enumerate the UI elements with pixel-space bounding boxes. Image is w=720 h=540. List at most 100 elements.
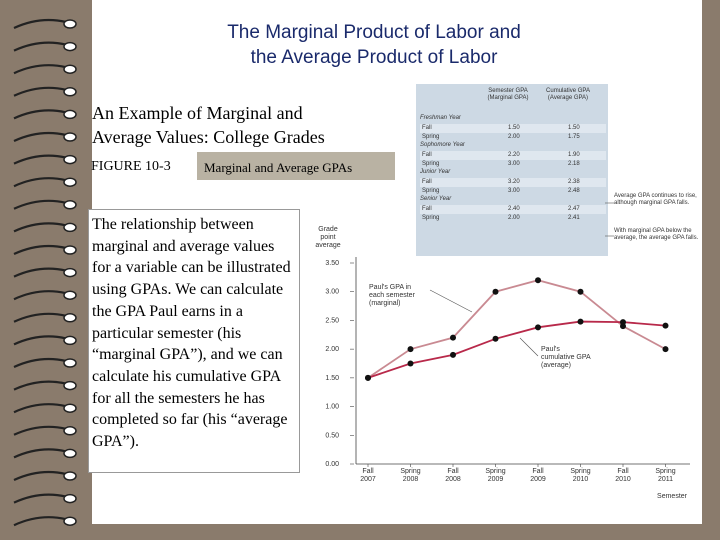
figure-label: FIGURE 10-3 bbox=[91, 159, 171, 174]
spiral-ring bbox=[13, 470, 67, 481]
table-section-label: Senior Year bbox=[420, 196, 452, 202]
table-cell-average: 2.47 bbox=[568, 206, 580, 212]
y-tick-label: 3.50 bbox=[325, 260, 339, 267]
title-line-2: the Average Product of Labor bbox=[250, 47, 498, 68]
table-cell-term: Fall bbox=[422, 206, 432, 212]
table-cell-average: 1.75 bbox=[568, 134, 580, 140]
data-point-average bbox=[450, 351, 456, 358]
spiral-ring bbox=[13, 380, 67, 391]
spiral-ring bbox=[13, 290, 67, 301]
subtitle-line-1: An Example of Marginal and bbox=[92, 103, 303, 123]
table-cell-average: 1.50 bbox=[568, 125, 580, 131]
table-cell-term: Spring bbox=[422, 134, 440, 140]
table-section-label: Sophomore Year bbox=[420, 142, 465, 148]
x-tick-label: Fall 2010 bbox=[615, 468, 631, 483]
data-point-average bbox=[620, 319, 626, 326]
spiral-hole bbox=[63, 358, 77, 368]
spiral-hole bbox=[63, 516, 77, 526]
title-line-1: The Marginal Product of Labor and bbox=[227, 22, 521, 43]
spiral-hole bbox=[63, 426, 77, 436]
spiral-ring bbox=[13, 448, 67, 459]
table-cell-marginal: 3.00 bbox=[508, 161, 520, 167]
spiral-hole bbox=[63, 41, 77, 52]
spiral-ring bbox=[13, 425, 67, 436]
series-line-average bbox=[367, 320, 666, 379]
spiral-hole bbox=[63, 448, 77, 459]
series-line-marginal bbox=[367, 279, 666, 379]
spiral-ring bbox=[13, 64, 67, 75]
x-tick-label: Fall 2008 bbox=[445, 468, 461, 483]
data-point-marginal bbox=[492, 288, 499, 295]
leader-average bbox=[519, 337, 539, 357]
table-cell-average: 2.18 bbox=[568, 161, 580, 167]
spiral-hole bbox=[63, 64, 77, 74]
table-row: Spring 2.00 2.41 bbox=[420, 214, 606, 223]
table-row: Spring 3.00 2.48 bbox=[420, 187, 606, 196]
y-tick-label: 0.00 bbox=[325, 461, 339, 468]
annotation-marginal: Paul's GPA in each semester (marginal) bbox=[367, 283, 429, 309]
table-row: Fall 2.20 1.90 bbox=[420, 151, 606, 160]
spiral-ring bbox=[13, 335, 67, 346]
spiral-ring bbox=[13, 177, 67, 188]
spiral-hole bbox=[63, 267, 77, 278]
table-cell-marginal: 2.40 bbox=[508, 206, 520, 212]
body-text-box: The relationship between marginal and av… bbox=[88, 209, 300, 473]
table-cell-marginal: 2.00 bbox=[508, 215, 520, 221]
spiral-hole bbox=[63, 87, 77, 97]
table-cell-term: Fall bbox=[422, 152, 432, 158]
spiral-hole bbox=[63, 245, 77, 255]
spiral-hole bbox=[63, 403, 77, 413]
y-tick-label: 0.50 bbox=[325, 432, 339, 439]
note-average-falls: With marginal GPA below the average, the… bbox=[614, 228, 699, 241]
table-row: Spring 2.00 1.75 bbox=[420, 133, 606, 142]
spiral-ring bbox=[13, 109, 67, 120]
data-point-average bbox=[365, 374, 371, 381]
x-tick-label: Fall 2007 bbox=[360, 468, 376, 483]
spiral-hole bbox=[63, 471, 77, 481]
x-tick-label: Spring 2008 bbox=[400, 468, 420, 483]
y-axis-label: Grade point average bbox=[315, 226, 340, 249]
table-header-marginal: Semester GPA (Marginal GPA) bbox=[487, 88, 529, 101]
y-tick-label: 1.00 bbox=[325, 404, 339, 411]
x-tick-label: Spring 2011 bbox=[655, 468, 675, 483]
y-tick-label: 2.50 bbox=[325, 317, 339, 324]
table-cell-average: 1.90 bbox=[568, 152, 580, 158]
spiral-hole bbox=[63, 380, 77, 391]
spiral-ring bbox=[13, 41, 67, 52]
spiral-ring bbox=[13, 18, 67, 29]
table-cell-average: 2.41 bbox=[568, 215, 580, 221]
data-point-average bbox=[407, 360, 414, 367]
spiral-ring bbox=[13, 357, 67, 368]
table-header-average: Cumulative GPA (Average GPA) bbox=[546, 88, 590, 101]
x-tick-label: Spring 2010 bbox=[570, 468, 590, 483]
y-tick-label: 1.50 bbox=[325, 375, 339, 382]
data-point-average bbox=[535, 324, 541, 331]
table-cell-average: 2.38 bbox=[568, 179, 580, 185]
spiral-ring bbox=[13, 516, 67, 527]
note-average-rises: Average GPA continues to rise, although … bbox=[614, 193, 697, 206]
spiral-ring bbox=[13, 131, 67, 142]
spiral-hole bbox=[63, 200, 77, 210]
spiral-hole bbox=[63, 132, 77, 142]
table-cell-marginal: 2.00 bbox=[508, 134, 520, 140]
table-cell-term: Fall bbox=[422, 179, 432, 185]
spiral-hole bbox=[63, 154, 77, 165]
leader-marginal bbox=[429, 289, 473, 313]
spiral-hole bbox=[63, 313, 77, 323]
x-axis-label: Semester bbox=[657, 493, 688, 500]
spiral-ring bbox=[13, 403, 67, 414]
data-point-average bbox=[492, 335, 499, 342]
data-point-average bbox=[577, 318, 584, 325]
table-cell-marginal: 3.20 bbox=[508, 179, 520, 185]
spiral-hole bbox=[63, 290, 77, 300]
data-point-marginal bbox=[407, 346, 414, 353]
spiral-hole bbox=[63, 109, 77, 120]
table-section-label: Freshman Year bbox=[420, 115, 461, 121]
spiral-ring bbox=[13, 312, 67, 323]
spiral-hole bbox=[63, 222, 77, 233]
slide-subtitle: An Example of Marginal and Average Value… bbox=[92, 101, 412, 149]
table-row: Fall 1.50 1.50 bbox=[420, 124, 606, 133]
table-cell-term: Fall bbox=[422, 125, 432, 131]
annotation-average: Paul's cumulative GPA (average) bbox=[539, 345, 594, 371]
